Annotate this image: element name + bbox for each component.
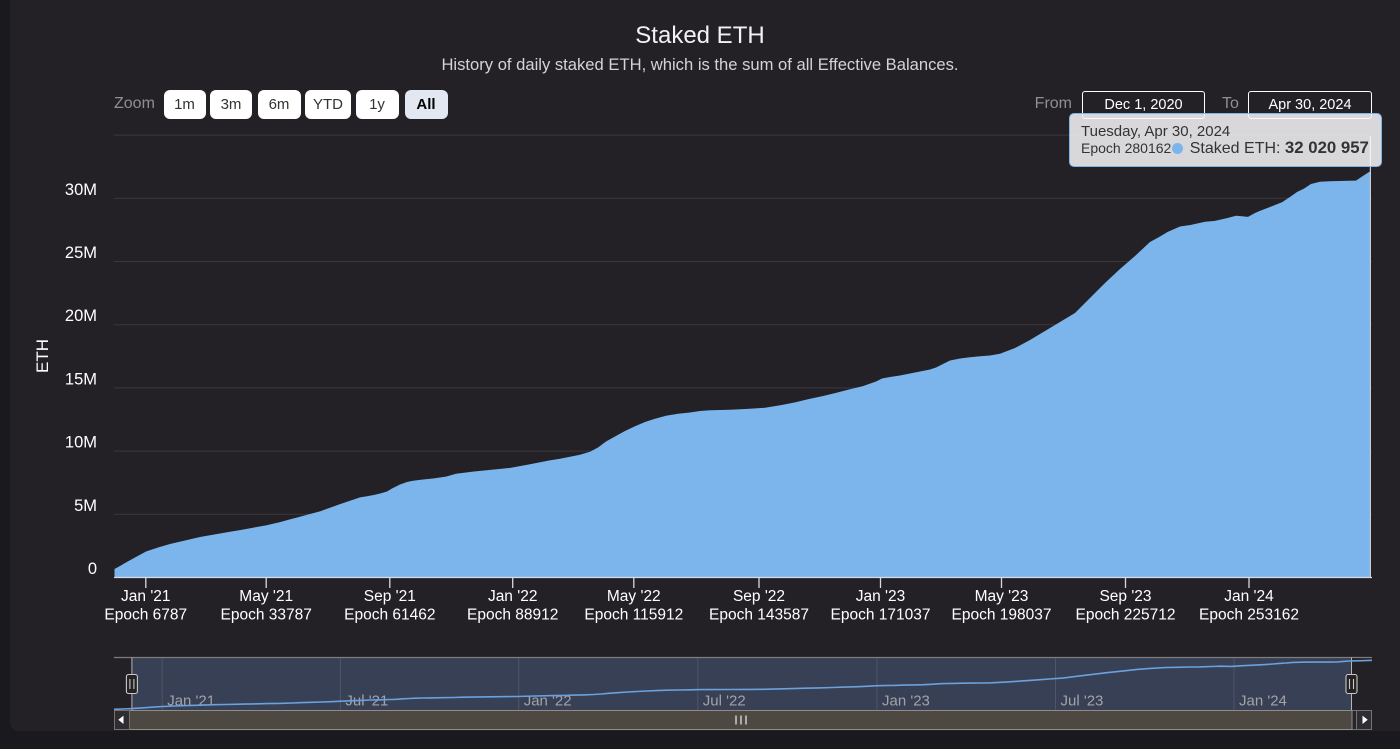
svg-text:Jan '24: Jan '24 [1224, 588, 1274, 605]
svg-text:Jan '21: Jan '21 [121, 588, 171, 605]
svg-text:May '21: May '21 [239, 588, 293, 605]
svg-text:Jul '23: Jul '23 [1061, 693, 1104, 710]
svg-text:Jan '21: Jan '21 [167, 693, 215, 710]
svg-text:Epoch 198037: Epoch 198037 [952, 607, 1052, 624]
svg-text:30M: 30M [65, 181, 97, 199]
svg-text:Epoch 61462: Epoch 61462 [344, 607, 435, 624]
svg-text:10M: 10M [65, 434, 97, 452]
svg-text:20M: 20M [65, 307, 97, 325]
svg-text:Epoch 225712: Epoch 225712 [1076, 607, 1176, 624]
svg-text:Sep '21: Sep '21 [364, 588, 416, 605]
svg-text:Epoch 115912: Epoch 115912 [584, 607, 683, 624]
svg-text:Jul '22: Jul '22 [703, 693, 746, 710]
svg-text:May '22: May '22 [607, 588, 661, 605]
svg-text:Epoch 171037: Epoch 171037 [831, 607, 931, 624]
svg-text:May '23: May '23 [975, 588, 1029, 605]
svg-text:Sep '22: Sep '22 [733, 588, 785, 605]
svg-text:5M: 5M [74, 497, 97, 515]
svg-text:ETH: ETH [33, 339, 52, 373]
svg-text:25M: 25M [65, 244, 97, 262]
svg-text:Epoch 88912: Epoch 88912 [467, 607, 558, 624]
svg-text:Sep '23: Sep '23 [1099, 588, 1151, 605]
svg-text:0: 0 [88, 560, 97, 578]
svg-text:Jan '24: Jan '24 [1239, 693, 1287, 710]
svg-text:Jan '22: Jan '22 [488, 588, 538, 605]
svg-text:Epoch 33787: Epoch 33787 [221, 607, 312, 624]
svg-text:Epoch 6787: Epoch 6787 [104, 607, 187, 624]
svg-text:15M: 15M [65, 370, 97, 388]
svg-text:Jul '21: Jul '21 [345, 693, 388, 710]
svg-text:Jan '23: Jan '23 [856, 588, 906, 605]
svg-text:Epoch 253162: Epoch 253162 [1199, 607, 1299, 624]
svg-text:Jan '23: Jan '23 [882, 693, 930, 710]
svg-text:Epoch 143587: Epoch 143587 [709, 607, 809, 624]
